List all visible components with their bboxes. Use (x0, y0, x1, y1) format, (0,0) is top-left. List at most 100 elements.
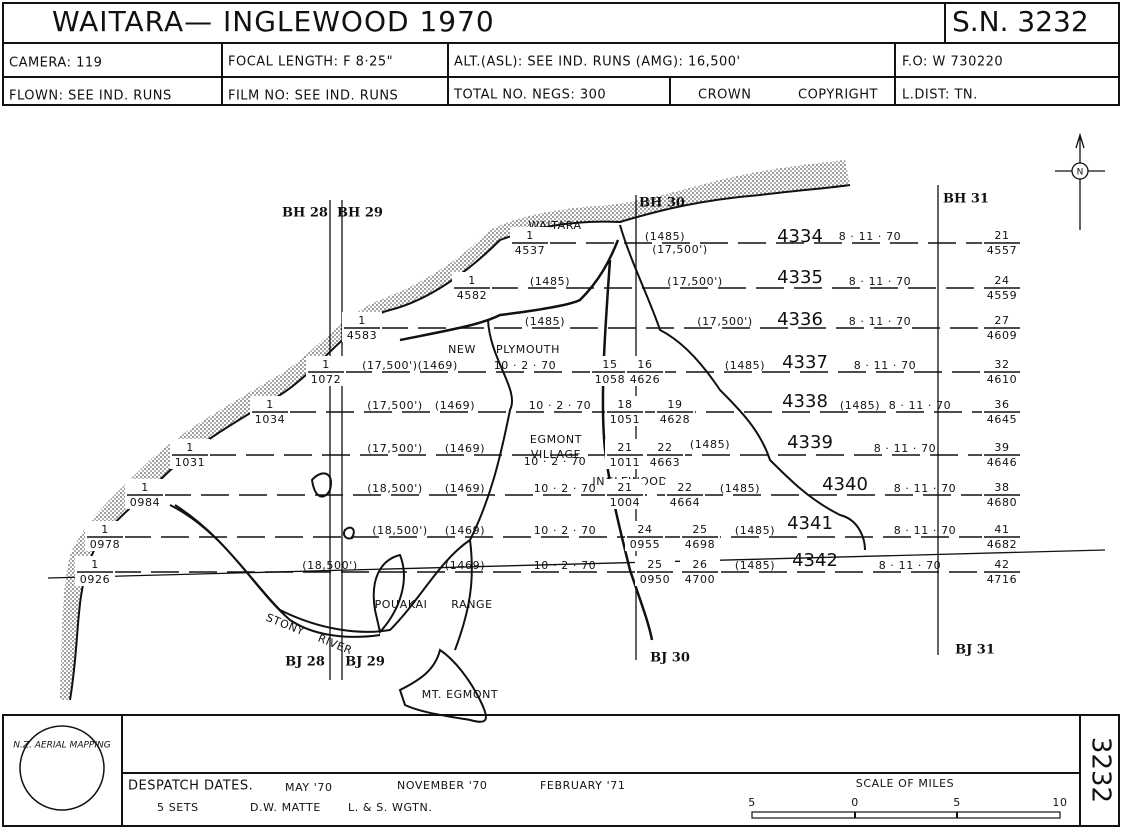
photo-number: 4626 (630, 373, 660, 386)
place-name: EGMONT (530, 433, 582, 446)
run-label: (1485) (720, 482, 760, 495)
label-bg (170, 439, 210, 469)
photo-number: 1004 (610, 496, 640, 509)
run-label: (17,500') (697, 315, 753, 328)
photo-number: 1031 (175, 456, 205, 469)
photo-number: 21 (994, 229, 1009, 242)
photo-number: 15 (602, 358, 617, 371)
run-label: 10 · 2 · 70 (524, 455, 587, 468)
photo-number: 1058 (595, 373, 625, 386)
run-label: (17,500') (652, 243, 708, 256)
run-number: 4338 (782, 391, 828, 412)
run-number: 4334 (777, 226, 823, 247)
photo-number: 41 (994, 523, 1009, 536)
photo-number: 0950 (640, 573, 670, 586)
photo-number: 0978 (90, 538, 120, 551)
grid-label: BH 29 (337, 206, 383, 221)
photo-number: 4680 (987, 496, 1017, 509)
map-labels: BH 28 BH 29 BH 30 BH 31 BJ 28 BJ 29 BJ 30 BJ 31… (75, 192, 1022, 701)
run-label: (1485) (690, 438, 730, 451)
photo-number: 4609 (987, 329, 1017, 342)
run-label: 8 · 11 · 70 (839, 230, 902, 243)
l-dist: L.DIST: TN. (902, 88, 978, 103)
label-bg (982, 356, 1022, 386)
date: NOVEMBER '70 (397, 779, 488, 792)
sets: 5 SETS (157, 801, 199, 814)
photo-number: 22 (677, 481, 692, 494)
run-label: (1469) (445, 442, 485, 455)
photo-number: 22 (657, 441, 672, 454)
run-label: (1485) (735, 559, 775, 572)
mt-egmont (398, 648, 487, 723)
run-label: 10 · 2 · 70 (534, 482, 597, 495)
photo-number: 1 (322, 358, 330, 371)
run-label: (1485) (725, 359, 765, 372)
run-number: 4341 (787, 513, 833, 534)
run-label: (18,500') (372, 524, 428, 537)
photo-number: 24 (637, 523, 652, 536)
photo-number: 1072 (311, 373, 341, 386)
label-bg (342, 312, 382, 342)
run-label: 8 · 11 · 70 (849, 315, 912, 328)
label-bg (635, 556, 675, 586)
photo-number: 1 (91, 558, 99, 571)
scale-label: 0 (851, 796, 859, 809)
title: WAITARA— INGLEWOOD 1970 (52, 5, 495, 38)
place-name: POUAKAI (375, 598, 428, 611)
coast (60, 160, 851, 701)
run-label: 8 · 11 · 70 (854, 359, 917, 372)
photo-number: 4664 (670, 496, 700, 509)
photo-number: 4663 (650, 456, 680, 469)
photo-number: 27 (994, 314, 1009, 327)
label-bg (605, 479, 645, 509)
range-road (454, 539, 473, 651)
label-bg (625, 356, 665, 386)
run-number: 4340 (822, 474, 868, 495)
run-label: (1485) (645, 230, 685, 243)
photo-number: 1051 (610, 413, 640, 426)
run-label: (18,500') (302, 559, 358, 572)
photo-number: 38 (994, 481, 1009, 494)
features (169, 224, 866, 723)
photo-number: 4698 (685, 538, 715, 551)
label-bg (85, 521, 125, 551)
label-bg (306, 356, 346, 386)
label-bg (982, 556, 1022, 586)
photo-number: 1 (526, 229, 534, 242)
photo-number: 18 (617, 398, 632, 411)
photo-number: 4610 (987, 373, 1017, 386)
run-label: 8 · 11 · 70 (879, 559, 942, 572)
label-bg (605, 439, 645, 469)
side-number: 3232 (1086, 737, 1116, 803)
label-bg (590, 356, 630, 386)
label-bg (510, 227, 550, 257)
label-bg (625, 521, 665, 551)
label-bg (250, 396, 290, 426)
photo-number: 4700 (685, 573, 715, 586)
label-bg (125, 479, 165, 509)
photo-number: 1 (186, 441, 194, 454)
photo-number: 1 (141, 481, 149, 494)
label-bg (982, 439, 1022, 469)
photo-number: 1 (468, 274, 476, 287)
photo-number: 1011 (610, 456, 640, 469)
label-bg (982, 521, 1022, 551)
run-label: (17,500')(1469) (362, 359, 458, 372)
footer-frame (2, 714, 1120, 827)
run-label: (1485) (735, 524, 775, 537)
fo: F.O: W 730220 (902, 55, 1003, 70)
scale-title: SCALE OF MILES (856, 777, 954, 790)
label-bg (982, 479, 1022, 509)
grid-label: BH 28 (282, 206, 328, 221)
run-label: (18,500') (367, 482, 423, 495)
run-number: 4335 (777, 267, 823, 288)
header-frame (2, 2, 1120, 106)
photo-number: 4537 (515, 244, 545, 257)
road (174, 504, 381, 638)
run-label: 8 · 11 · 70 (849, 275, 912, 288)
grid-label: BJ 31 (955, 643, 995, 658)
scale-label: 10 (1052, 796, 1067, 809)
run-label: (1469) (445, 559, 485, 572)
run-label: (17,500') (367, 399, 423, 412)
